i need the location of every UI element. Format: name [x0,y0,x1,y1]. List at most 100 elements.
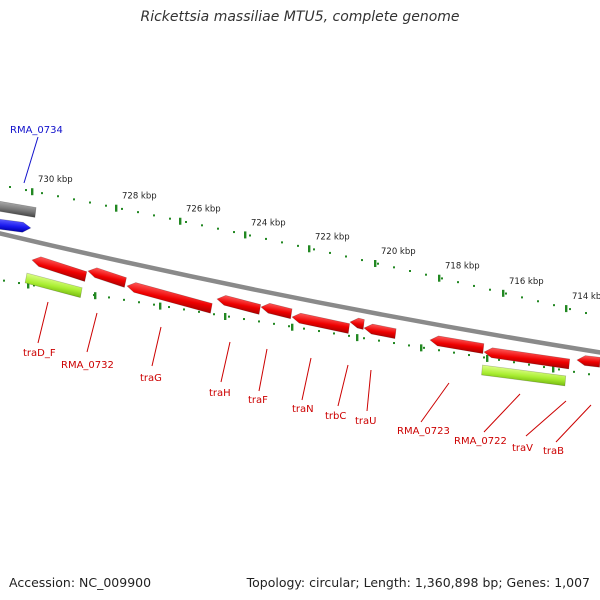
pseudogene-feature[interactable] [0,200,37,218]
gene-label: traD_F [23,348,56,359]
scale-tick-major [179,217,182,225]
reverse-gene-feature-shape[interactable] [483,347,571,370]
reverse-gene-feature-shape[interactable] [30,255,88,282]
scale-label: 722 kbp [315,232,350,242]
leader-line [37,301,49,344]
scale-tick-major [420,344,423,352]
outer-scale-ticks: 730 kbp 728 kbp 726 kbp 724 kbp 722 kbp 720 k… [9,175,600,315]
scale-tick-minor [377,262,379,265]
scale-tick-minor [217,227,219,230]
scale-tick-major [159,302,162,310]
scale-tick-minor [569,308,571,311]
scale-tick-minor [457,281,459,284]
scale-tick-minor [233,231,235,234]
reverse-gene-feature[interactable] [349,317,365,330]
reverse-gene-feature-shape[interactable] [363,323,397,340]
genome-backbone [0,231,600,355]
reverse-gene-feature[interactable] [429,335,485,354]
reverse-gene-feature-shape[interactable] [216,294,262,315]
scale-tick-minor [169,217,171,220]
scale-tick-major [565,305,568,313]
scale-tick-minor [273,322,275,325]
scale-tick-minor [288,325,290,328]
reverse-gene-feature-shape[interactable] [125,281,214,314]
scale-tick-minor [185,220,187,223]
scale-tick-minor [553,304,555,307]
scale-tick-minor [348,334,350,337]
scale-tick-minor [345,255,347,258]
scale-tick-major [502,289,505,297]
scale-tick-minor [105,204,107,207]
forward-gene-feature[interactable] [0,218,32,233]
reverse-gene-feature-shape[interactable] [349,317,365,330]
scale-label: 724 kbp [251,218,286,228]
gene-label: traV [512,443,533,454]
accession-text: Accession: NC_009900 [9,575,152,590]
leader-line [337,364,349,407]
scale-tick-minor [303,327,305,330]
gene-labels: RMA_0734 traD_F RMA_0732 traG traH traF traN tr… [10,125,564,457]
reverse-gene-feature[interactable] [30,255,88,282]
leader-line [23,136,39,184]
leader-line [151,326,162,367]
reverse-gene-feature[interactable] [363,323,397,340]
scale-tick-minor [333,332,335,335]
scale-tick-major [552,365,555,373]
scale-tick-minor [138,301,140,304]
scale-tick-minor [423,346,425,349]
forward-gene-feature-shape[interactable] [0,218,32,233]
scale-tick-major [308,245,311,253]
scale-tick-minor [9,186,11,188]
scale-tick-major [356,334,359,342]
scale-tick-minor [453,351,455,354]
scale-tick-minor [585,312,587,315]
label-leader-lines [23,136,592,443]
scale-label: 716 kbp [509,277,544,287]
scale-tick-minor [468,354,470,357]
scale-tick-minor [528,363,530,366]
scale-tick-minor [25,189,27,192]
scale-tick-minor [297,244,299,247]
reverse-gene-feature[interactable] [125,281,214,314]
scale-tick-minor [3,279,5,282]
scale-tick-minor [18,282,20,285]
reverse-gene-feature[interactable] [86,266,127,288]
reverse-gene-feature[interactable] [291,312,350,334]
highlighted-feature[interactable] [24,272,83,298]
reverse-gene-feature[interactable] [483,347,571,370]
reverse-gene-feature[interactable] [260,302,293,320]
scale-tick-minor [153,214,155,217]
scale-tick-major [31,188,34,196]
gene-label: traB [543,446,564,457]
scale-label: 730 kbp [38,175,73,185]
leader-line [525,400,567,437]
highlighted-feature-shape[interactable] [481,364,567,387]
leader-line [220,341,231,383]
scale-tick-minor [329,251,331,254]
gene-features[interactable] [0,200,600,387]
scale-tick-minor [498,358,500,361]
reverse-gene-feature[interactable] [576,355,600,368]
reverse-gene-feature-shape[interactable] [429,335,485,354]
scale-label: 726 kbp [186,205,221,215]
scale-tick-major [224,313,227,320]
scale-tick-minor [378,339,380,342]
pseudogene-feature-shape[interactable] [0,200,37,218]
scale-tick-minor [153,303,155,306]
reverse-gene-feature-shape[interactable] [291,312,350,334]
leader-line [420,382,450,423]
highlighted-feature[interactable] [481,364,567,387]
scale-tick-minor [168,306,170,309]
reverse-gene-feature-shape[interactable] [86,266,127,288]
gene-label: RMA_0722 [454,436,507,447]
scale-tick-minor [123,298,125,301]
highlighted-feature-shape[interactable] [24,272,83,298]
reverse-gene-feature[interactable] [216,294,262,315]
scale-tick-major [94,292,97,300]
scale-tick-minor [318,330,320,333]
leader-line [366,369,372,412]
scale-tick-minor [408,344,410,347]
reverse-gene-feature-shape[interactable] [260,302,293,320]
reverse-gene-feature-shape[interactable] [576,355,600,368]
